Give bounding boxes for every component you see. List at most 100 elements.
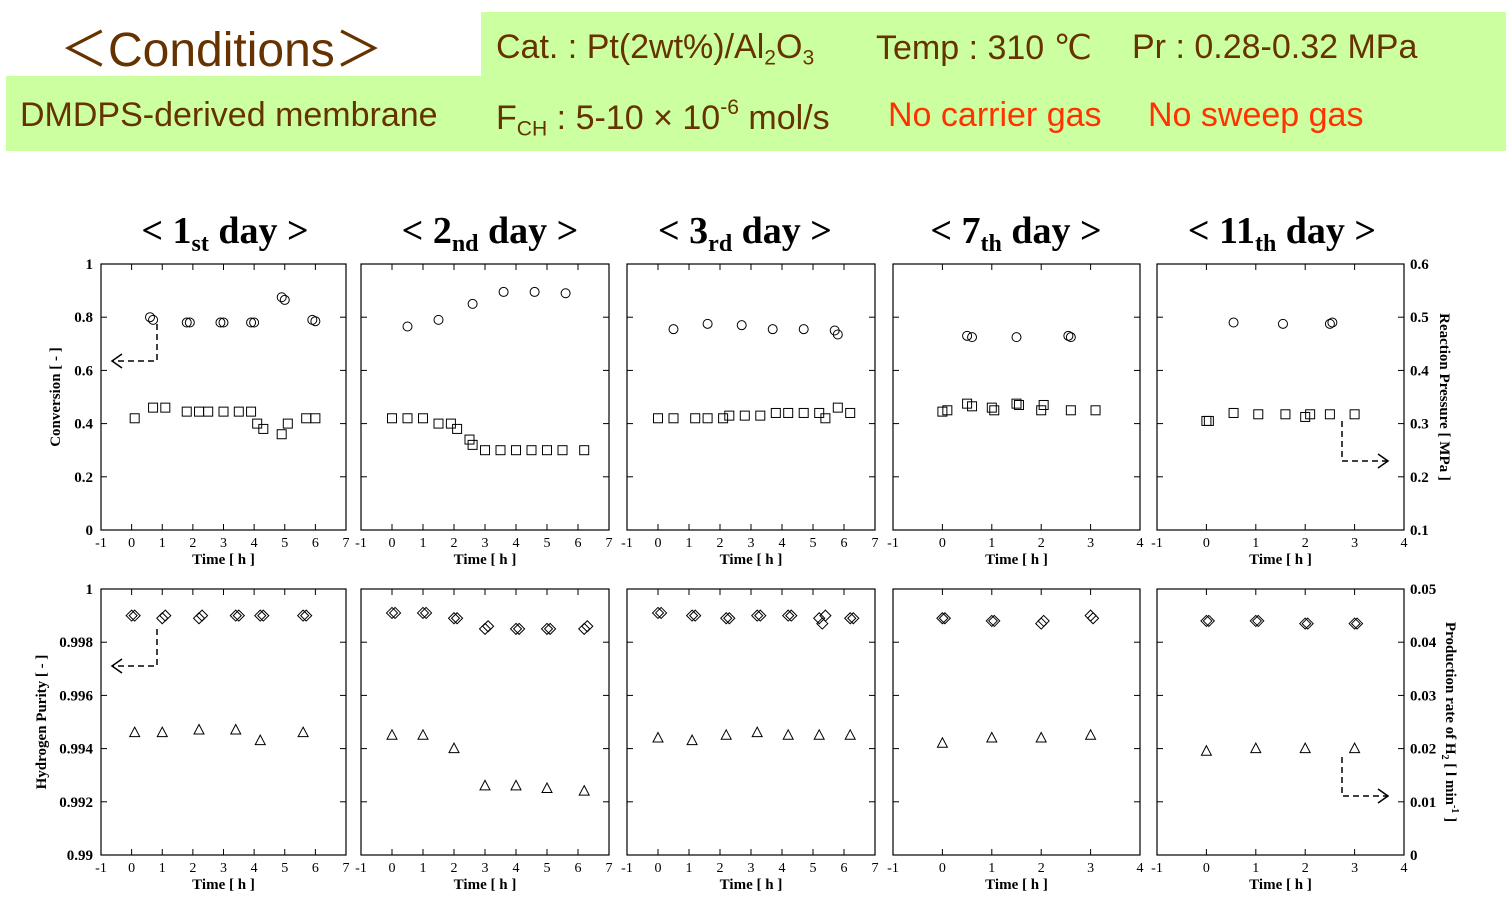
x-tick-label: 1 xyxy=(1252,536,1259,551)
diamond-point xyxy=(1034,617,1048,630)
y-tick-label-left: 0.996 xyxy=(59,688,93,704)
square-point xyxy=(1065,405,1076,416)
circle-point xyxy=(249,317,260,328)
x-tick-label: 1 xyxy=(159,861,166,876)
square-point xyxy=(798,407,809,418)
x-tick-label: -1 xyxy=(621,861,633,876)
diamond-point xyxy=(388,606,402,620)
pressure-label: Pr : 0.28-0.32 MPa xyxy=(1132,28,1418,66)
plot-frame xyxy=(100,263,347,531)
x-tick-label: 6 xyxy=(575,536,582,551)
diamond-point xyxy=(192,612,206,625)
circle-point xyxy=(798,324,809,335)
y-tick-label-left: 0.8 xyxy=(74,310,93,326)
day-title: < 11th day > xyxy=(1188,210,1376,257)
x-tick-label: 2 xyxy=(189,536,196,551)
circle-point xyxy=(1065,332,1076,343)
square-point xyxy=(1203,415,1214,426)
square-point xyxy=(464,434,475,445)
y-tick-label-right: 0.1 xyxy=(1410,523,1429,539)
triangle-point xyxy=(541,781,553,793)
square-point xyxy=(480,445,490,456)
temperature-label: Temp : 310 ℃ xyxy=(876,29,1092,67)
y-tick-label-left: 0.992 xyxy=(59,795,93,811)
square-point xyxy=(1038,399,1049,410)
x-tick-label: 4 xyxy=(513,861,520,876)
plot-bottom-day-2: -1 0 1 2 3 4 5 6 7 Time [ h ] xyxy=(355,588,613,893)
plot-top-day-4: -1 0 1 2 3 4 Time [ h ] xyxy=(887,263,1144,568)
diamond-point xyxy=(481,620,495,633)
x-tick-label: 4 xyxy=(779,861,786,876)
x-tick-label: 5 xyxy=(810,861,817,876)
x-tick-label: 7 xyxy=(606,861,613,876)
x-tick-label: 4 xyxy=(1137,861,1144,876)
y-tick-label-right: 0.6 xyxy=(1410,257,1429,273)
feed-rate-label: FCH : 5-10 × 10-6 mol/s xyxy=(496,96,830,141)
diamond-point xyxy=(651,606,665,620)
y-tick-label-right: 0.02 xyxy=(1410,742,1436,758)
square-point xyxy=(1253,409,1264,420)
triangle-point xyxy=(1035,731,1048,743)
x-tick-label: 6 xyxy=(841,861,848,876)
square-point xyxy=(942,405,953,416)
circle-point xyxy=(279,294,290,305)
triangle-point xyxy=(297,726,309,738)
diamond-point xyxy=(254,609,267,622)
square-point xyxy=(755,410,766,421)
square-point xyxy=(301,413,312,424)
diamond-point xyxy=(819,609,832,622)
conditions-box-lower xyxy=(6,76,1506,151)
x-tick-label: 1 xyxy=(420,536,427,551)
diamond-point xyxy=(719,612,733,625)
x-tick-label: 4 xyxy=(513,536,520,551)
square-point xyxy=(218,406,229,417)
x-tick-label: 6 xyxy=(575,861,582,876)
page-title: ＜Conditions＞ xyxy=(60,24,383,77)
arrow-head xyxy=(110,658,123,674)
x-tick-label: -1 xyxy=(887,861,899,876)
x-tick-label: 0 xyxy=(128,861,135,876)
x-tick-label: 0 xyxy=(1203,536,1210,551)
triangle-point xyxy=(417,728,429,740)
day-title-prefix: < 7 xyxy=(930,210,980,252)
triangle-point xyxy=(156,726,169,738)
square-point xyxy=(702,413,713,424)
day-title: < 2nd day > xyxy=(402,210,579,257)
y-tick-label-right: 0.05 xyxy=(1410,582,1436,598)
triangle-point xyxy=(813,728,826,740)
triangle-point xyxy=(844,728,857,740)
diamond-point xyxy=(416,606,430,620)
plot-bottom-day-5: -1 0 1 2 3 4 Time [ h ] 0 0.01 0.02 0.03 0.04 0.05 Pr… xyxy=(1151,582,1460,893)
diamond-point xyxy=(299,609,313,622)
y-tick-label-left: 0.998 xyxy=(59,635,93,651)
day-title-suffix: th xyxy=(1255,231,1276,257)
triangle-point xyxy=(985,731,998,743)
square-point xyxy=(387,413,397,424)
circle-point xyxy=(276,292,287,303)
diamond-point xyxy=(447,612,461,625)
diamond-point xyxy=(509,622,523,636)
x-tick-label: 2 xyxy=(451,536,458,551)
diamond-point xyxy=(688,609,702,622)
y-tick-label-left: 0.99 xyxy=(67,848,93,864)
x-tick-label: 1 xyxy=(988,536,995,551)
square-point xyxy=(310,413,321,424)
y-tick-label-left: 0.4 xyxy=(74,417,93,433)
square-point xyxy=(194,406,204,417)
no-sweep-gas-label: No sweep gas xyxy=(1148,96,1364,134)
x-axis-label: Time [ h ] xyxy=(985,552,1048,568)
catalyst-label: Cat. : Pt(2wt%)/Al2O3 xyxy=(496,28,815,70)
diamond-point xyxy=(988,614,1001,628)
circle-point xyxy=(467,298,478,309)
diamond-point xyxy=(785,609,798,622)
square-point xyxy=(148,402,159,413)
diamond-point xyxy=(577,622,591,636)
circle-point xyxy=(310,316,321,327)
x-tick-label: 4 xyxy=(779,536,786,551)
left-axis-arrow-top xyxy=(110,324,158,369)
y-tick-label-left: 0.6 xyxy=(74,363,93,379)
square-point xyxy=(690,413,701,424)
triangle-point xyxy=(479,779,491,791)
circle-point xyxy=(218,317,229,328)
